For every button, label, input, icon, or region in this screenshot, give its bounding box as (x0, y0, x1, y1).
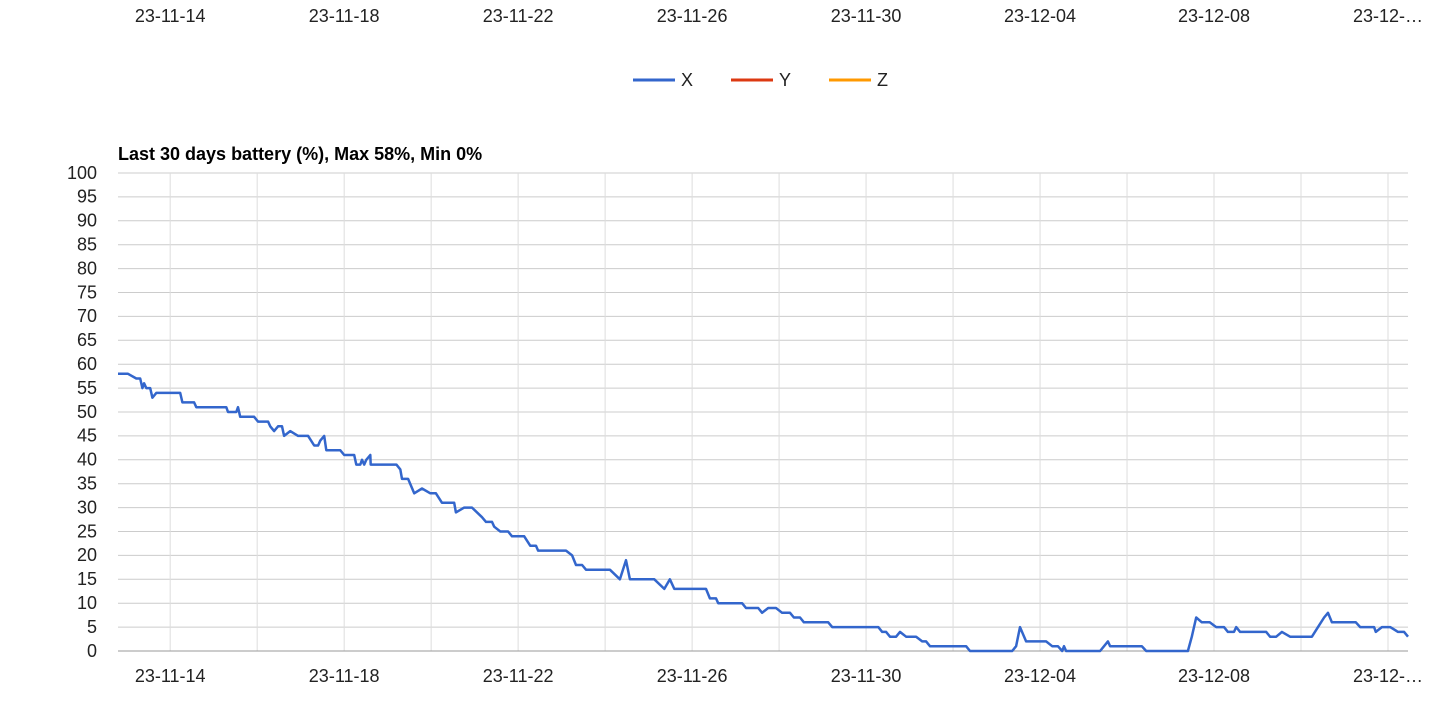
y-tick-label: 85 (77, 234, 97, 254)
y-tick-label: 90 (77, 211, 97, 231)
x-tick-label: 23-11-18 (309, 666, 380, 686)
y-tick-label: 5 (87, 617, 97, 637)
x-tick-label: 23-11-26 (657, 666, 728, 686)
y-tick-label: 30 (77, 497, 97, 517)
legend-label: Y (779, 70, 791, 90)
y-tick-label: 70 (77, 306, 97, 326)
x-tick-label: 23-12-04 (1004, 666, 1076, 686)
y-tick-label: 20 (77, 545, 97, 565)
y-tick-label: 35 (77, 473, 97, 493)
y-tick-label: 80 (77, 258, 97, 278)
x-tick-label: 23-11-30 (831, 6, 902, 26)
x-tick-label: 23-12-… (1353, 6, 1423, 26)
y-tick-label: 15 (77, 569, 97, 589)
x-tick-label: 23-11-30 (831, 666, 902, 686)
y-tick-label: 65 (77, 330, 97, 350)
x-tick-label: 23-11-22 (483, 6, 554, 26)
y-tick-label: 95 (77, 187, 97, 207)
legend-label: Z (877, 70, 888, 90)
data-line (118, 372, 1409, 653)
y-tick-label: 100 (67, 163, 97, 183)
x-tick-label: 23-12-08 (1178, 6, 1250, 26)
x-tick-label: 23-12-… (1353, 666, 1423, 686)
y-tick-label: 45 (77, 426, 97, 446)
y-tick-label: 0 (87, 641, 97, 661)
y-tick-label: 25 (77, 521, 97, 541)
x-tick-label: 23-11-18 (309, 6, 380, 26)
x-tick-label: 23-12-04 (1004, 6, 1076, 26)
y-tick-label: 10 (77, 593, 97, 613)
y-tick-label: 50 (77, 402, 97, 422)
x-tick-label: 23-11-26 (657, 6, 728, 26)
y-tick-label: 60 (77, 354, 97, 374)
legend-label: X (681, 70, 693, 90)
chart-title: Last 30 days battery (%), Max 58%, Min 0… (118, 144, 482, 164)
x-tick-label: 23-11-14 (135, 6, 206, 26)
x-tick-label: 23-12-08 (1178, 666, 1250, 686)
x-tick-label: 23-11-14 (135, 666, 206, 686)
y-tick-label: 55 (77, 378, 97, 398)
x-tick-label: 23-11-22 (483, 666, 554, 686)
y-tick-label: 75 (77, 282, 97, 302)
y-tick-label: 40 (77, 450, 97, 470)
